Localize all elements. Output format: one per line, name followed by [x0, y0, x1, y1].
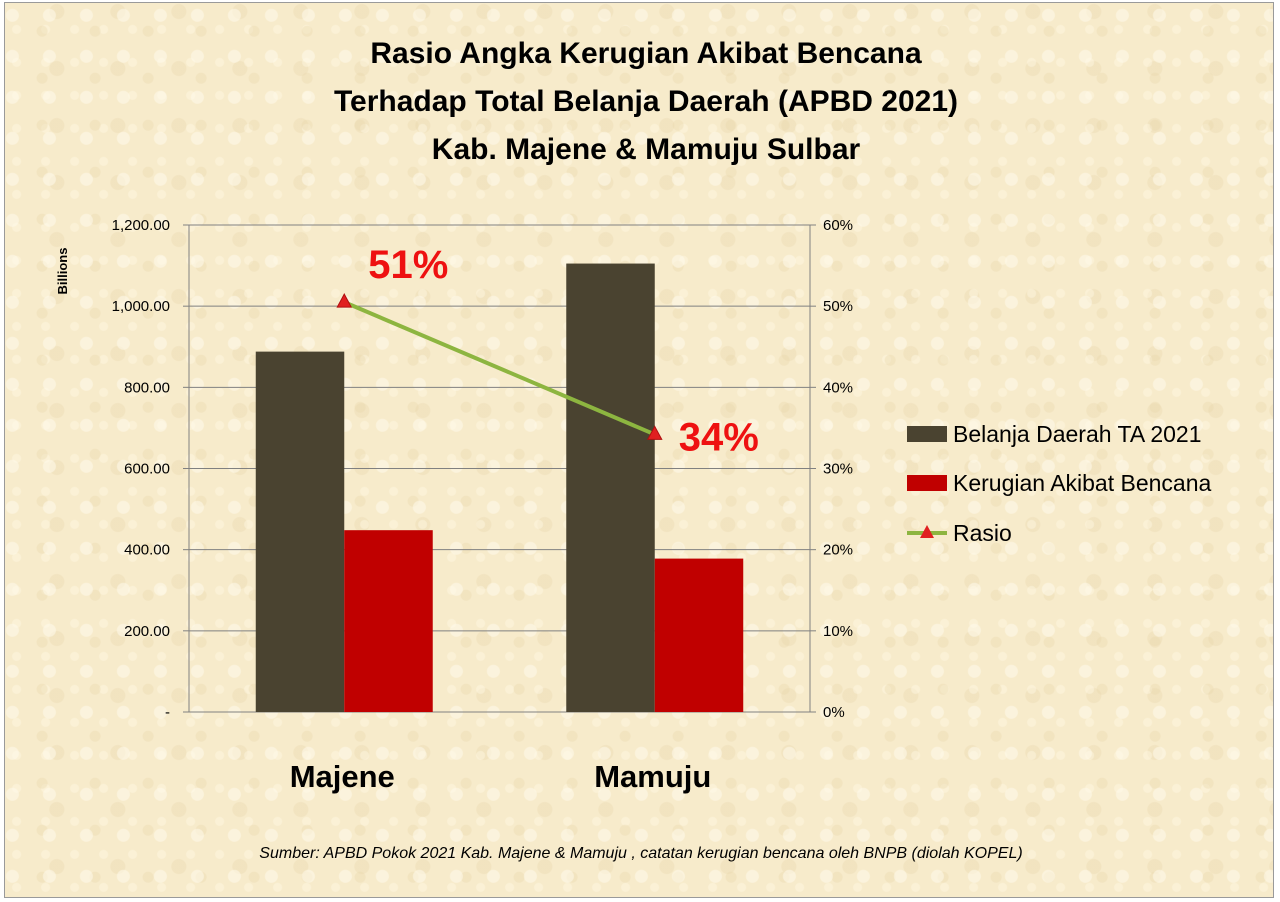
y-right-tick-label: 30% — [823, 461, 853, 478]
legend-label: Kerugian Akibat Bencana — [953, 470, 1212, 496]
legend-label: Rasio — [953, 520, 1012, 546]
y-right-tick-label: 60% — [823, 217, 853, 234]
y-left-tick-label: 200.00 — [124, 623, 170, 640]
y-left-tick-label: 800.00 — [124, 379, 170, 396]
ratio-marker — [336, 293, 353, 308]
legend-swatch — [907, 426, 947, 442]
bar-belanja-mamuju — [566, 263, 655, 712]
legend: Belanja Daerah TA 2021 Kerugian Akibat Be… — [907, 421, 1212, 546]
y-right-tick-label: 0% — [823, 704, 845, 721]
chart-title: Rasio Angka Kerugian Akibat Bencana Terh… — [334, 37, 958, 166]
y-left-tick-label: - — [165, 704, 170, 721]
y-right-tick-label: 50% — [823, 298, 853, 315]
x-category-label: Majene — [290, 759, 395, 794]
x-category-label: Mamuju — [594, 759, 711, 794]
legend-swatch — [907, 475, 947, 491]
ratio-line — [343, 300, 656, 437]
legend-label: Belanja Daerah TA 2021 — [953, 421, 1202, 447]
chart-title-line-1: Rasio Angka Kerugian Akibat Bencana — [370, 37, 922, 70]
chart-title-line-3: Kab. Majene & Mamuju Sulbar — [432, 133, 861, 166]
chart-frame: Rasio Angka Kerugian Akibat Bencana Terh… — [4, 2, 1274, 898]
y-left-tick-label: 600.00 — [124, 461, 170, 478]
bar-kerugian-majene — [344, 530, 433, 712]
ratio-data-label: 34% — [679, 415, 759, 459]
chart-canvas: Rasio Angka Kerugian Akibat Bencana Terh… — [55, 37, 1212, 862]
y-left-tick-label: 400.00 — [124, 542, 170, 559]
y-right-tick-label: 20% — [823, 542, 853, 559]
chart-title-line-2: Terhadap Total Belanja Daerah (APBD 2021… — [334, 85, 958, 118]
source-note: Sumber: APBD Pokok 2021 Kab. Majene & Ma… — [259, 845, 1022, 862]
y-right-tick-label: 40% — [823, 379, 853, 396]
bar-belanja-majene — [255, 351, 345, 712]
ratio-data-label: 51% — [368, 243, 448, 287]
y-left-tick-label: 1,200.00 — [112, 217, 170, 234]
y-right-tick-label: 10% — [823, 623, 853, 640]
ratio-marker — [646, 425, 663, 440]
bar-kerugian-mamuju — [654, 558, 744, 712]
legend-marker — [920, 525, 934, 538]
y-left-tick-label: 1,000.00 — [112, 298, 170, 315]
y-axis-left-label: Billions — [55, 248, 70, 295]
plot-area: - 200.00 400.00 600.00 800.00 1,000.00 1,200.0… — [112, 217, 853, 794]
